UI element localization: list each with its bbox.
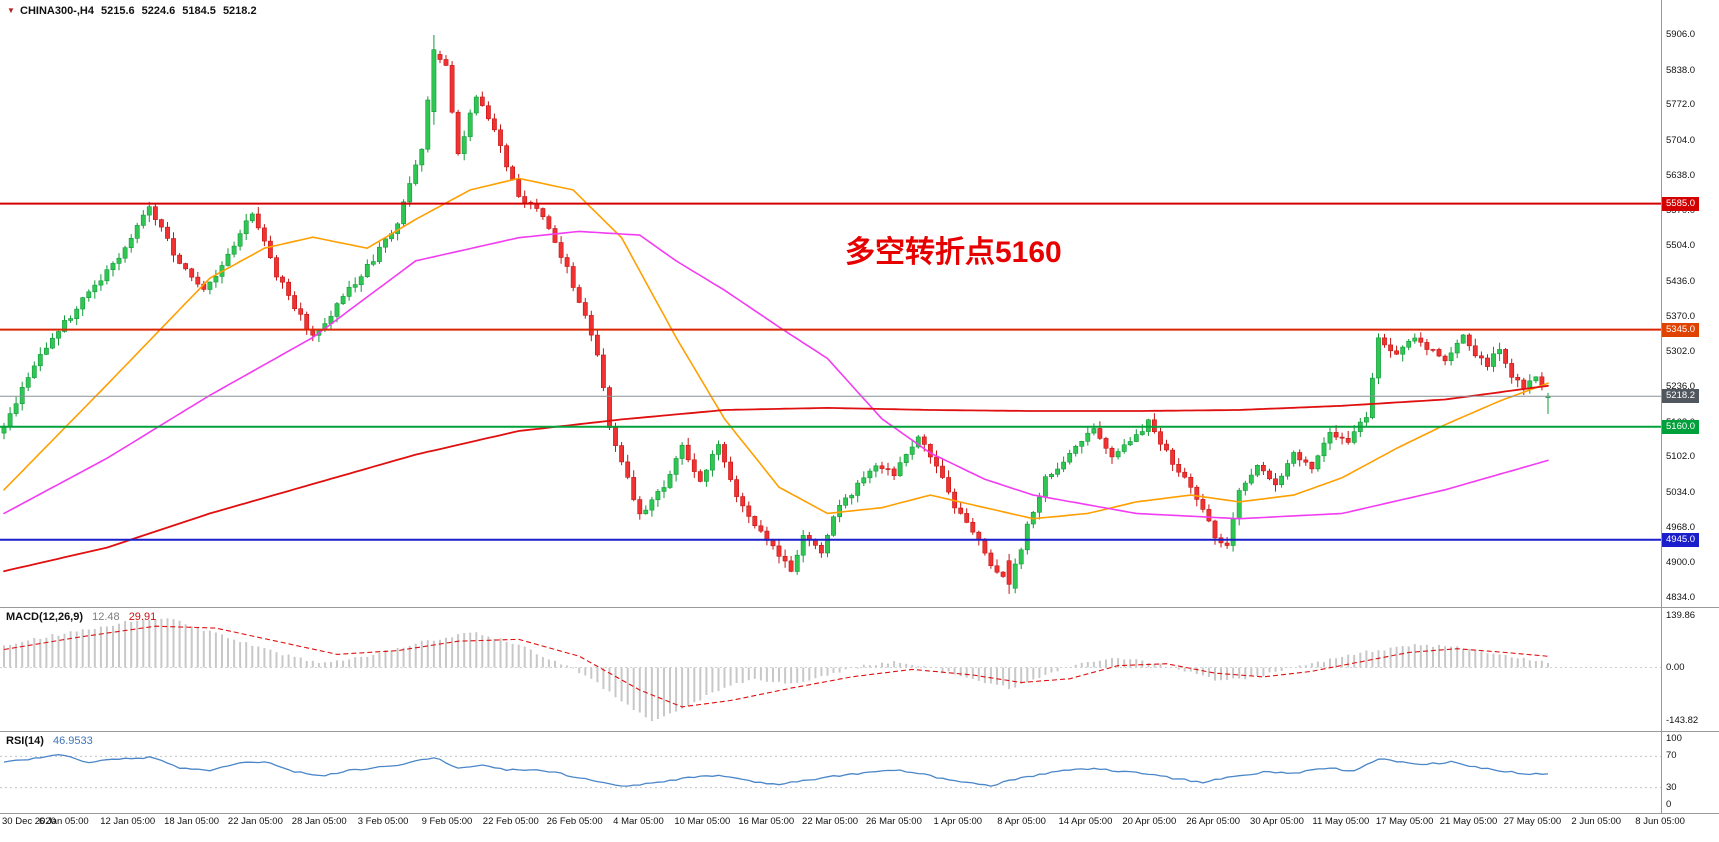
price-tick-label: 5906.0 (1666, 29, 1696, 40)
time-tick-label: 22 Jan 05:00 (227, 816, 283, 827)
price-tick-label: 5504.0 (1666, 240, 1696, 252)
price-tick-label: 5638.0 (1666, 169, 1696, 181)
macd-tick-label: 139.86 (1666, 610, 1696, 621)
price-tag-resistance-5345: 5345.0 (1662, 322, 1700, 337)
rsi-tick-label: 0 (1666, 799, 1672, 810)
price-tag-support-5160: 5160.0 (1662, 419, 1700, 434)
macd-tick-label: -143.82 (1666, 715, 1699, 727)
ohlc-open-value: 5215.6 (100, 5, 135, 17)
time-tick-label: 21 May 05:00 (1439, 816, 1498, 827)
ohlc-high-value: 5224.6 (141, 5, 176, 17)
price-tick-label: 5034.0 (1666, 486, 1696, 498)
pivot-annotation-text[interactable]: 多空转折点5160 (845, 236, 1062, 269)
time-tick-label: 9 Feb 05:00 (421, 816, 473, 827)
macd-tick-label: 0.00 (1666, 661, 1685, 673)
macd-indicator-label: MACD(12,26,9) 12.48 29.91 (6, 611, 156, 623)
time-tick-label: 3 Feb 05:00 (357, 816, 409, 827)
time-tick-label: 22 Feb 05:00 (482, 816, 539, 827)
price-tick-label: 5370.0 (1666, 310, 1696, 322)
time-tick-label: 26 Apr 05:00 (1186, 816, 1241, 827)
price-tick-label: 5302.0 (1666, 346, 1696, 358)
candles-layer (1, 35, 1551, 594)
ohlc-close-value: 5218.2 (222, 5, 257, 17)
time-tick-label: 2 Jun 05:00 (1571, 816, 1622, 827)
price-tick-label: 4900.0 (1666, 557, 1696, 569)
rsi-tick-label: 70 (1666, 750, 1677, 762)
rsi-line (3, 754, 1549, 787)
time-tick-label: 1 Apr 05:00 (933, 816, 983, 827)
time-tick-label: 16 Mar 05:00 (738, 816, 795, 827)
time-tick-label: 30 Apr 05:00 (1250, 816, 1304, 827)
price-tick-label: 4834.0 (1666, 592, 1696, 603)
panel-separators (0, 0, 1719, 814)
rsi-value: 46.9533 (52, 735, 93, 747)
price-tick-label: 4968.0 (1666, 521, 1696, 533)
price-tick-label: 5838.0 (1666, 64, 1696, 76)
price-tick-label: 5102.0 (1666, 451, 1696, 463)
time-tick-label: 10 Mar 05:00 (674, 816, 731, 827)
rsi-tick-label: 100 (1666, 733, 1682, 744)
macd-main-value: 12.48 (92, 611, 120, 623)
time-tick-label: 18 Jan 05:00 (164, 816, 220, 827)
rsi-tick-label: 30 (1666, 781, 1677, 793)
price-tick-label: 5570.0 (1666, 205, 1696, 217)
time-tick-label: 8 Apr 05:00 (997, 816, 1046, 827)
rsi-indicator-label: RSI(14) 46.9533 (6, 735, 93, 747)
price-tick-label: 5236.0 (1666, 380, 1696, 392)
object-anchor-icon: ▼ (7, 6, 15, 15)
time-tick-label: 12 Jan 05:00 (100, 816, 156, 827)
ma-mid-magenta-line (3, 230, 1549, 520)
time-tick-label: 14 Apr 05:00 (1058, 816, 1113, 827)
time-tick-label: 11 May 05:00 (1312, 816, 1370, 827)
time-tick-label: 8 Jun 05:00 (1635, 816, 1685, 827)
time-tick-label: 20 Apr 05:00 (1122, 816, 1177, 827)
rsi-level-lines (0, 755, 1661, 789)
price-tag-last-price: 5218.2 (1662, 389, 1700, 404)
time-tick-label: 26 Feb 05:00 (546, 816, 603, 827)
price-tick-label: 5436.0 (1666, 275, 1696, 287)
macd-name: MACD(12,26,9) (6, 611, 84, 623)
ohlc-low-value: 5184.5 (182, 5, 216, 17)
macd-signal-line (3, 625, 1549, 708)
price-tag-support-4945: 4945.0 (1662, 532, 1700, 547)
macd-signal-value: 29.91 (128, 611, 157, 623)
ma-slow-red-line (3, 384, 1549, 573)
time-tick-label: 22 Mar 05:00 (802, 816, 859, 827)
price-tag-resistance-5585: 5585.0 (1662, 196, 1700, 211)
rsi-name: RSI(14) (6, 735, 44, 747)
time-tick-label: 6 Jan 05:00 (39, 816, 89, 827)
time-tick-label: 28 Jan 05:00 (291, 816, 347, 827)
chart-title: ▼ CHINA300-,H4 5215.6 5224.6 5184.5 5218.2 (7, 5, 257, 17)
time-tick-label: 26 Mar 05:00 (865, 816, 922, 827)
time-tick-label: 17 May 05:00 (1375, 816, 1434, 827)
horizontal-levels-layer[interactable] (0, 202, 1661, 541)
symbol-timeframe-label: CHINA300-,H4 (20, 5, 94, 17)
macd-histogram (3, 618, 1549, 721)
time-tick-label: 27 May 05:00 (1503, 816, 1562, 827)
time-tick-label: 30 Dec 2020 (2, 816, 56, 827)
time-tick-label: 4 Mar 05:00 (613, 816, 664, 827)
ma-fast-orange-line (3, 177, 1549, 520)
price-tick-label: 5704.0 (1666, 135, 1696, 147)
price-tick-label: 5772.0 (1666, 99, 1696, 111)
